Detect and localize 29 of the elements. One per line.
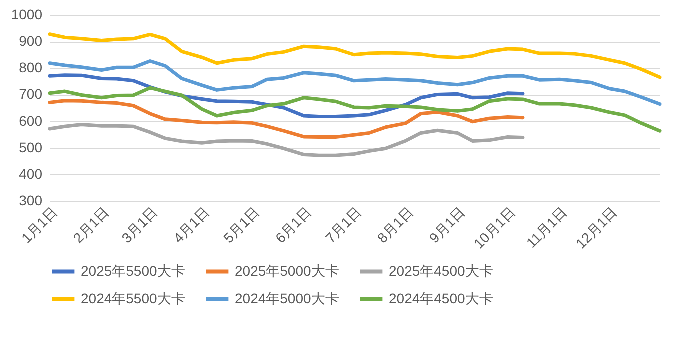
line-series <box>48 122 525 158</box>
y-tick-label: 800 <box>19 60 43 76</box>
legend-label: 2025年5500大卡 <box>81 262 186 279</box>
legend-label: 2024年4500大卡 <box>389 290 494 306</box>
legend-label: 2025年5000大卡 <box>235 262 340 279</box>
x-tick-label: 10月1日 <box>470 204 518 252</box>
line-series <box>48 99 525 139</box>
legend-label: 2025年4500大卡 <box>389 262 494 279</box>
line-series <box>48 86 662 133</box>
x-tick-label: 6月1日 <box>272 204 314 246</box>
x-tick-label: 3月1日 <box>118 204 161 246</box>
x-tick-label: 5月1日 <box>220 204 263 246</box>
y-tick-label: 500 <box>19 139 43 156</box>
line-series <box>48 32 662 80</box>
y-tick-label: 700 <box>19 86 43 102</box>
x-tick-label: 2月1日 <box>70 204 112 246</box>
y-tick-label: 400 <box>19 166 43 182</box>
y-tick-label: 900 <box>19 33 43 50</box>
y-tick-label: 1000 <box>11 6 43 22</box>
x-tick-label: 12月1日 <box>572 204 620 252</box>
x-tick-label: 9月1日 <box>426 204 468 246</box>
line-series <box>48 59 662 106</box>
x-tick-label: 11月1日 <box>523 204 570 251</box>
y-tick-label: 600 <box>19 112 43 129</box>
x-tick-label: 4月1日 <box>170 204 212 246</box>
legend-label: 2024年5500大卡 <box>81 290 186 306</box>
x-tick-label: 8月1日 <box>374 204 416 246</box>
legend-label: 2024年5000大卡 <box>235 290 340 306</box>
x-tick-label: 7月1日 <box>322 204 365 246</box>
